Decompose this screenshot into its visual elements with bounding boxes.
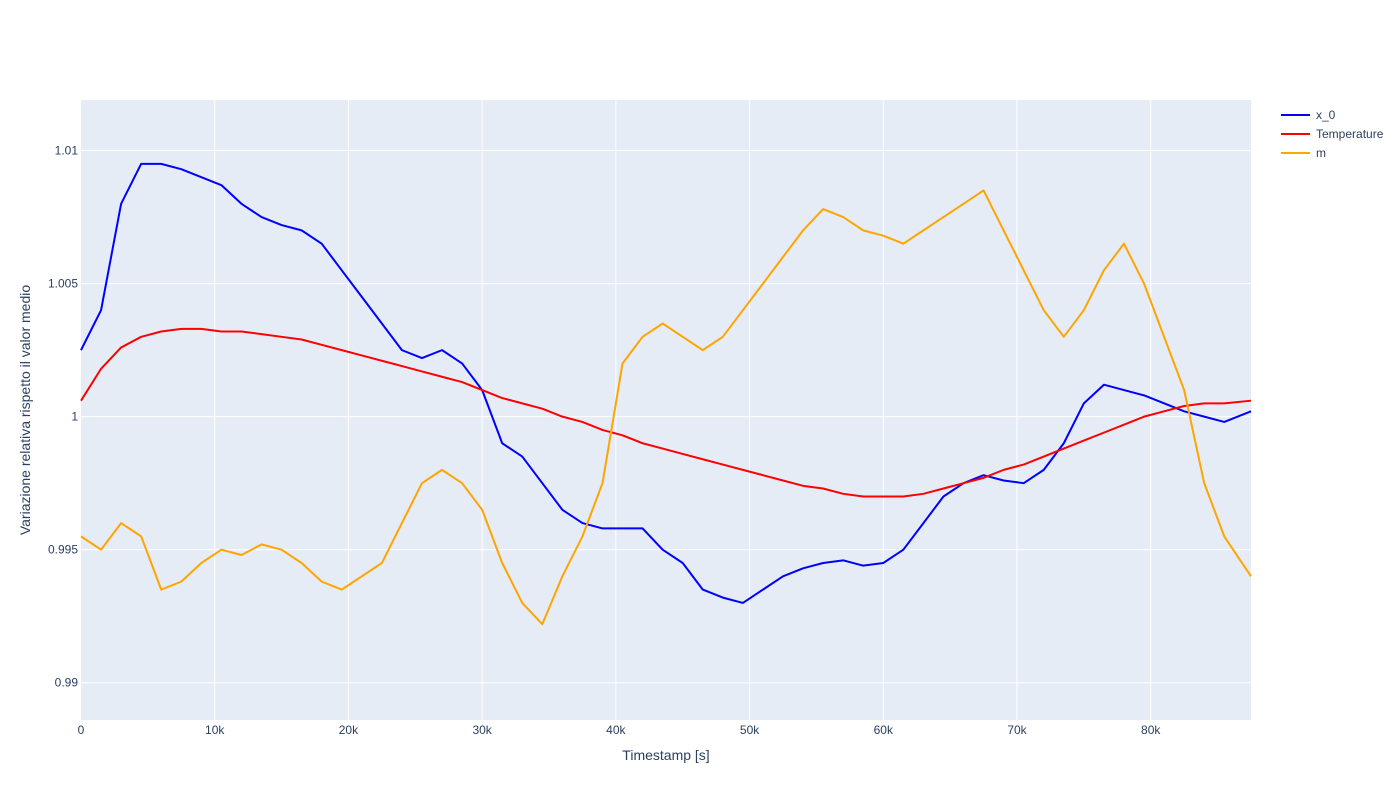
x-tick-label: 60k: [874, 723, 894, 737]
x-tick-label: 70k: [1007, 723, 1027, 737]
series-line-x-0: [80, 162, 1252, 604]
y-tick-label: 0.99: [55, 676, 79, 690]
y-tick-label: 1.005: [48, 277, 78, 291]
legend-label: x_0: [1316, 108, 1336, 122]
series-line-temperature: [80, 327, 1252, 498]
legend-label: Temperature: [1316, 127, 1384, 141]
plot-area: [81, 100, 1251, 720]
x-tick-label: 80k: [1141, 723, 1161, 737]
y-axis-ticks: 0.99 0.995 1 1.005 1.01: [48, 144, 78, 690]
y-tick-label: 1: [71, 410, 78, 424]
grid-lines: [81, 100, 1251, 720]
x-tick-label: 30k: [472, 723, 492, 737]
legend: x_0 Temperature m: [1281, 108, 1384, 160]
x-tick-label: 40k: [606, 723, 626, 737]
x-tick-label: 50k: [740, 723, 760, 737]
series-line-m: [80, 189, 1252, 626]
legend-label: m: [1316, 146, 1326, 160]
y-axis-title: Variazione relativa rispetto il valor me…: [17, 285, 33, 536]
y-tick-label: 0.995: [48, 543, 78, 557]
x-axis-ticks: 0 10k 20k 30k 40k 50k 60k 70k 80k: [78, 723, 1162, 737]
series-lines: [80, 162, 1252, 626]
x-tick-label: 20k: [339, 723, 359, 737]
x-tick-label: 10k: [205, 723, 225, 737]
x-axis-title: Timestamp [s]: [622, 747, 709, 763]
y-tick-label: 1.01: [55, 144, 79, 158]
x-tick-label: 0: [78, 723, 85, 737]
